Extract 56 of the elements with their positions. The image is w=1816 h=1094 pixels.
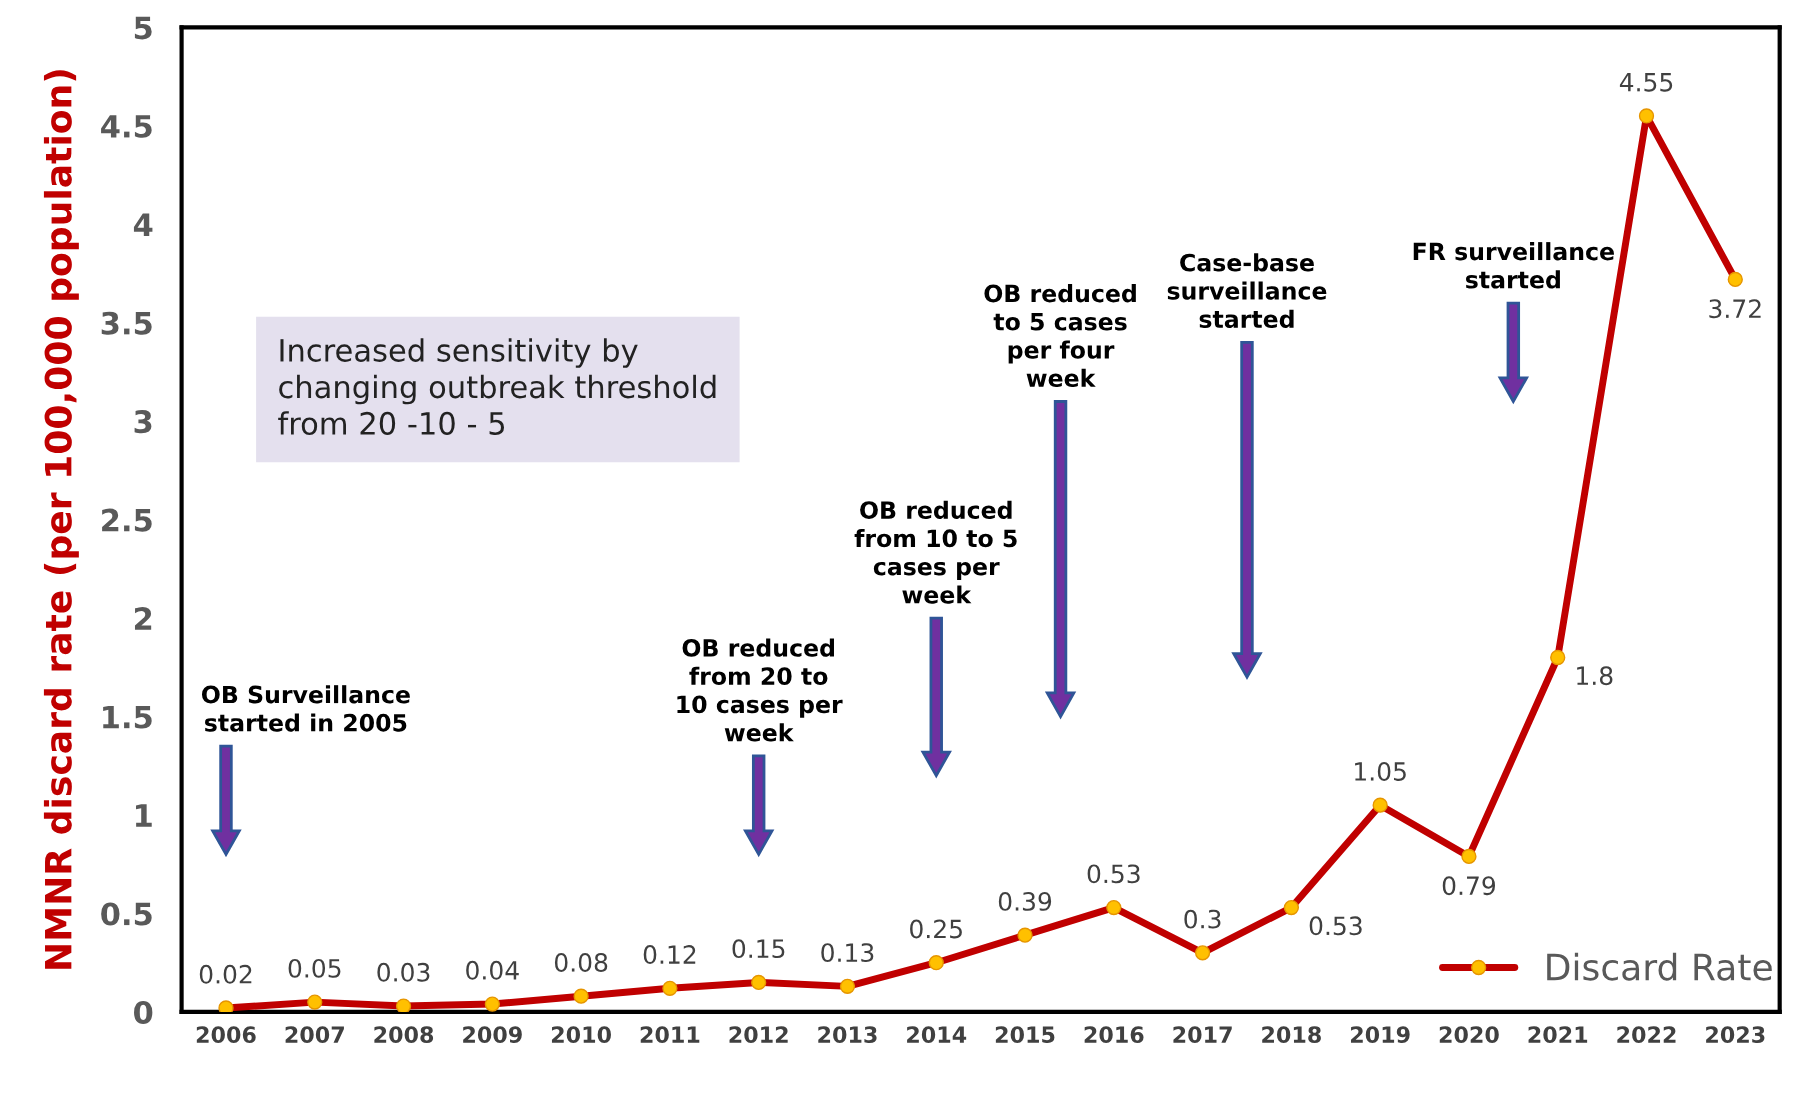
y-tick-label: 0	[134, 1000, 153, 1024]
y-tick-label: 4	[133, 213, 153, 236]
y-tick-label: 3	[134, 410, 152, 434]
data-label: 0.13	[821, 943, 874, 963]
annotation: OB reduced from 10 to 5 cases per week	[854, 500, 1017, 604]
x-tick-label: 2022	[1617, 1026, 1676, 1044]
y-tick-label: 2	[134, 607, 152, 630]
data-label: 0.3	[1184, 909, 1221, 929]
x-tick-label: 2006	[196, 1026, 256, 1044]
data-label: 0.02	[199, 964, 252, 984]
x-tick-label: 2017	[1173, 1026, 1232, 1044]
x-tick-label: 2008	[374, 1026, 434, 1044]
x-tick-label: 2007	[285, 1026, 344, 1044]
x-tick-label: 2015	[995, 1026, 1055, 1044]
x-tick-label: 2011	[640, 1026, 700, 1044]
annotation: OB reduced to 5 cases per four week	[984, 284, 1136, 388]
data-label: 0.25	[910, 919, 962, 939]
y-axis-title: NMNR discard rate (per 100,000 population)	[43, 70, 79, 969]
x-tick-label: 2021	[1528, 1026, 1588, 1044]
x-tick-label: 2013	[818, 1026, 877, 1044]
data-label: 0.53	[1087, 864, 1140, 884]
annotation: Increased sensitivity by changing outbreak threshold from 20 -10 - 5	[278, 338, 716, 435]
x-tick-label: 2018	[1262, 1026, 1321, 1044]
y-tick-label: 3.5	[101, 311, 152, 335]
data-label: 0.04	[466, 960, 519, 980]
data-label: 0.39	[998, 891, 1052, 911]
x-tick-label: 2010	[551, 1026, 611, 1044]
data-label: 4.55	[1619, 73, 1673, 92]
data-label: 0.79	[1442, 876, 1496, 896]
legend-label: Discard Rate	[1547, 952, 1772, 981]
data-label: 1.8	[1577, 666, 1613, 686]
data-label: 0.08	[554, 953, 608, 972]
x-tick-label: 2019	[1350, 1026, 1410, 1044]
y-tick-label: 2.5	[102, 508, 152, 532]
annotation: OB Surveillance started in 2005	[201, 685, 410, 732]
data-label: 3.72	[1709, 299, 1761, 319]
annotation: OB reduced from 20 to 10 cases per week	[677, 638, 843, 742]
y-tick-label: 1	[136, 804, 152, 827]
data-label: 0.12	[643, 945, 696, 965]
y-tick-label: 1.5	[103, 705, 152, 729]
annotation: FR surveillance started	[1413, 242, 1614, 289]
data-label: 0.53	[1309, 916, 1362, 936]
data-label: 0.05	[288, 958, 341, 978]
y-tick-label: 5	[134, 16, 152, 40]
x-tick-label: 2014	[907, 1026, 967, 1044]
x-tick-label: 2009	[463, 1026, 522, 1044]
y-tick-label: 4.5	[101, 115, 152, 138]
data-label: 0.15	[732, 939, 785, 959]
annotation: Case-base surveillance started	[1167, 253, 1327, 328]
x-tick-label: 2020	[1439, 1026, 1499, 1044]
x-tick-label: 2016	[1084, 1026, 1144, 1044]
x-tick-label: 2023	[1706, 1026, 1765, 1044]
data-label: 0.03	[377, 962, 430, 982]
y-tick-label: 0.5	[101, 902, 152, 926]
data-label: 1.05	[1355, 761, 1406, 781]
x-tick-label: 2012	[729, 1026, 788, 1044]
